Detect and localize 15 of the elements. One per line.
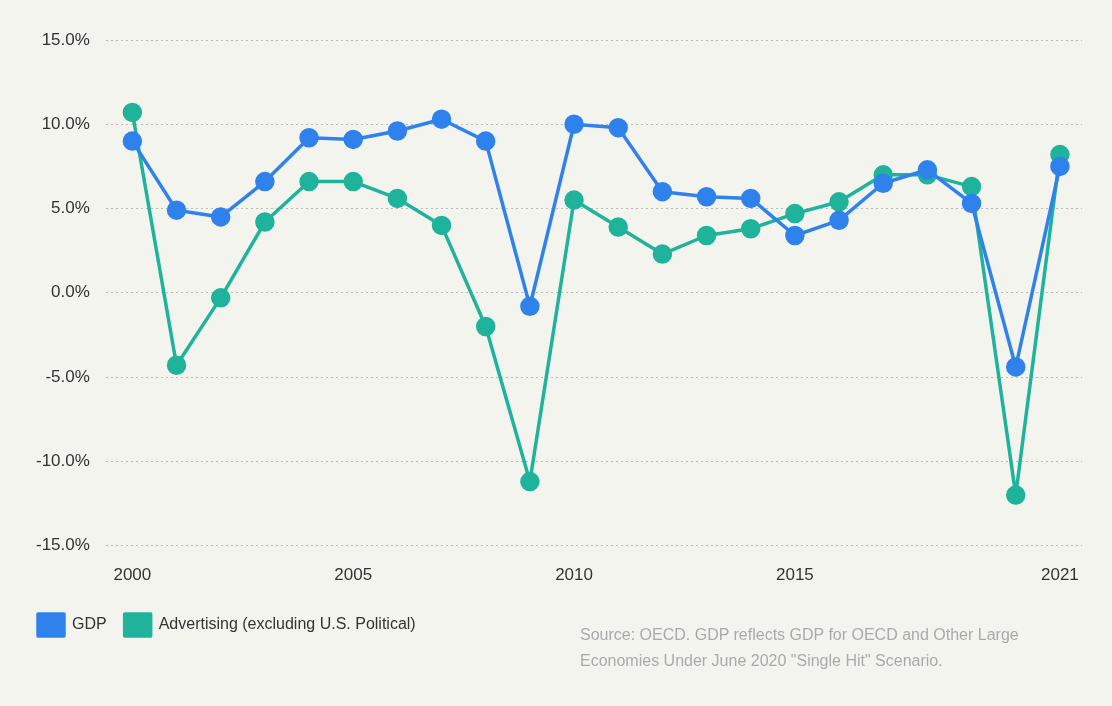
source-note: Source: OECD. GDP reflects GDP for OECD and Other Large Economies Under June 2020 "Single Hit" Scenario.: [580, 625, 1020, 671]
y-tick-label: 15.0%: [41, 29, 90, 49]
y-tick-label: 0.0%: [51, 282, 90, 302]
x-tick-label: 2010: [555, 565, 593, 585]
legend-label: GDP: [72, 615, 107, 633]
y-tick-label: 10.0%: [41, 113, 90, 133]
y-tick-label: 5.0%: [51, 198, 90, 218]
x-tick-label: 2005: [334, 565, 373, 585]
y-tick-label: -10.0%: [35, 451, 90, 471]
legend-label: Advertising (excluding U.S. Political): [158, 615, 416, 633]
x-tick-label: 2000: [113, 565, 152, 585]
y-tick-label: -5.0%: [45, 366, 90, 386]
y-tick-label: -15.0%: [35, 535, 90, 555]
x-tick-label: 2021: [1041, 565, 1079, 585]
x-tick-label: 2015: [775, 565, 814, 585]
